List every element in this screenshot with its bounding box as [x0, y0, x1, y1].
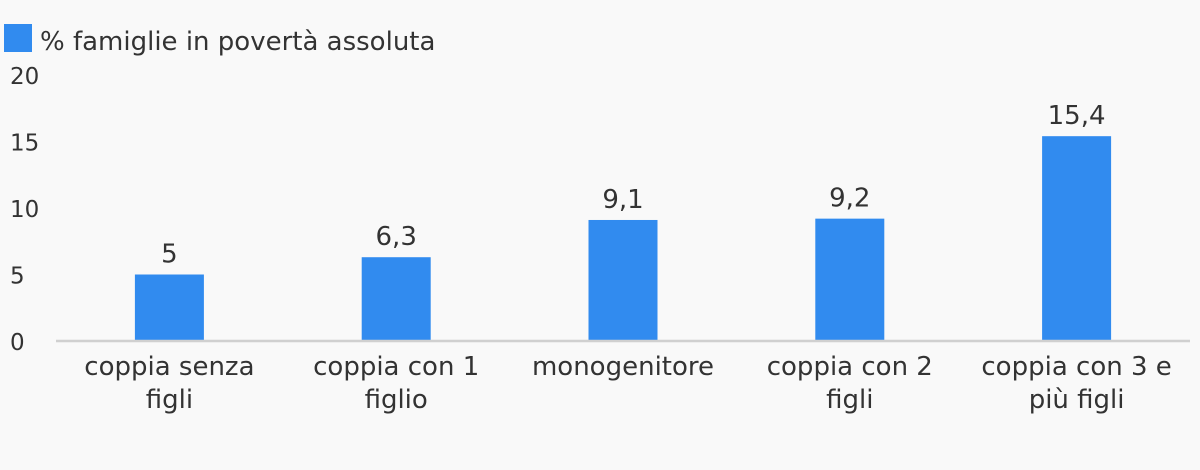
bar	[134, 274, 204, 341]
x-tick-label: monogenitore	[532, 352, 714, 382]
data-label: 9,2	[829, 184, 870, 214]
x-tick-label: figli	[826, 385, 873, 415]
x-tick-label: coppia senza	[84, 352, 254, 382]
x-tick-label: più figli	[1029, 385, 1125, 415]
x-tick-label: figlio	[365, 385, 428, 415]
value-labels: 5 6,3 9,1 9,2 15,4	[161, 101, 1105, 269]
y-tick-label: 20	[10, 64, 39, 90]
data-label: 5	[161, 240, 178, 270]
data-label: 15,4	[1048, 101, 1106, 131]
legend-swatch	[4, 24, 32, 52]
x-tick-label: coppia con 2	[767, 352, 933, 382]
data-label: 9,1	[602, 185, 643, 215]
bar	[588, 219, 658, 341]
bar	[815, 218, 885, 341]
x-tick-label: figli	[146, 385, 193, 415]
x-tick-label: coppia con 1	[313, 352, 479, 382]
y-tick-label: 0	[10, 330, 25, 356]
y-axis: 0 5 10 15 20	[10, 64, 39, 356]
bar	[1042, 136, 1112, 341]
bar	[361, 257, 431, 341]
y-tick-label: 15	[10, 131, 39, 157]
y-tick-label: 5	[10, 264, 25, 290]
y-tick-label: 10	[10, 197, 39, 223]
data-label: 6,3	[376, 222, 417, 252]
bars	[134, 136, 1112, 341]
legend-label: % famiglie in povertà assoluta	[40, 27, 435, 57]
legend: % famiglie in povertà assoluta	[4, 24, 435, 57]
x-tick-label: coppia con 3 e	[981, 352, 1171, 382]
